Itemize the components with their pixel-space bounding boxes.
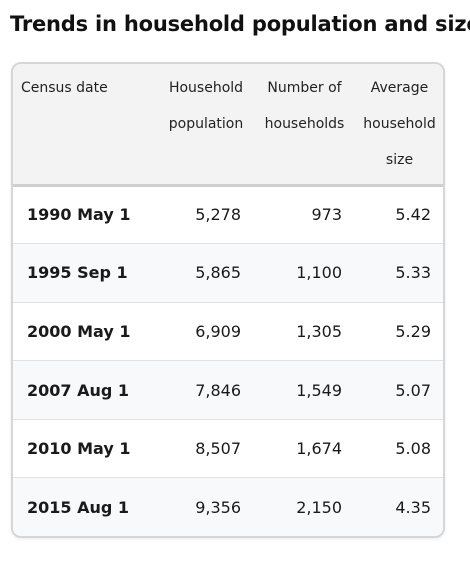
header-line: population: [168, 116, 244, 132]
header-census-date: Census date: [13, 64, 157, 185]
header-line: household: [363, 116, 436, 132]
cell-number-of-households: 973: [311, 205, 342, 225]
header-household-population: Household population: [157, 64, 255, 185]
table-header: Census date Household population Number …: [13, 64, 443, 185]
header-number-of-households: Number of households: [255, 64, 354, 185]
page-title: Trends in household population and size: [10, 12, 470, 36]
cell-household-population: 8,507: [195, 439, 241, 459]
cell-number-of-households: 1,549: [296, 380, 342, 400]
header-row: Census date Household population Number …: [13, 64, 443, 185]
cell-household-population: 6,909: [195, 321, 241, 341]
table-row: 2000 May 1 6,909 1,305 5.29: [13, 302, 443, 361]
header-line: Census date: [21, 80, 108, 96]
cell-number-of-households: 1,305: [296, 321, 342, 341]
header-average-household-size: Average household size: [354, 64, 443, 185]
cell-census-date: 1990 May 1: [27, 205, 131, 225]
cell-average-household-size: 5.33: [395, 263, 431, 283]
header-line: Household: [168, 80, 244, 96]
cell-census-date: 2000 May 1: [27, 321, 131, 341]
cell-household-population: 5,278: [195, 205, 241, 225]
cell-number-of-households: 2,150: [296, 498, 342, 518]
header-line: Number of: [267, 80, 342, 96]
table-row: 1990 May 1 5,278 973 5.42: [13, 185, 443, 244]
header-line: households: [264, 116, 345, 132]
cell-census-date: 2015 Aug 1: [27, 498, 130, 518]
cell-average-household-size: 5.07: [395, 380, 431, 400]
cell-average-household-size: 4.35: [395, 498, 431, 518]
cell-census-date: 2010 May 1: [27, 439, 131, 459]
table-body: 1990 May 1 5,278 973 5.42 1995 Sep 1 5,8…: [13, 185, 443, 536]
cell-average-household-size: 5.42: [395, 205, 431, 225]
cell-household-population: 9,356: [195, 498, 241, 518]
cell-household-population: 7,846: [195, 380, 241, 400]
cell-household-population: 5,865: [195, 263, 241, 283]
table-row: 2010 May 1 8,507 1,674 5.08: [13, 419, 443, 478]
header-line: Average: [370, 80, 429, 96]
table-row: 2007 Aug 1 7,846 1,549 5.07: [13, 360, 443, 420]
data-table-card: Census date Household population Number …: [11, 62, 445, 538]
header-line: size: [385, 152, 414, 168]
cell-average-household-size: 5.29: [395, 321, 431, 341]
cell-census-date: 1995 Sep 1: [27, 263, 128, 283]
cell-number-of-households: 1,674: [296, 439, 342, 459]
table-row: 1995 Sep 1 5,865 1,100 5.33: [13, 243, 443, 303]
table-row: 2015 Aug 1 9,356 2,150 4.35: [13, 477, 443, 536]
household-table: Census date Household population Number …: [13, 64, 443, 536]
cell-census-date: 2007 Aug 1: [27, 380, 130, 400]
cell-number-of-households: 1,100: [296, 263, 342, 283]
cell-average-household-size: 5.08: [395, 439, 431, 459]
